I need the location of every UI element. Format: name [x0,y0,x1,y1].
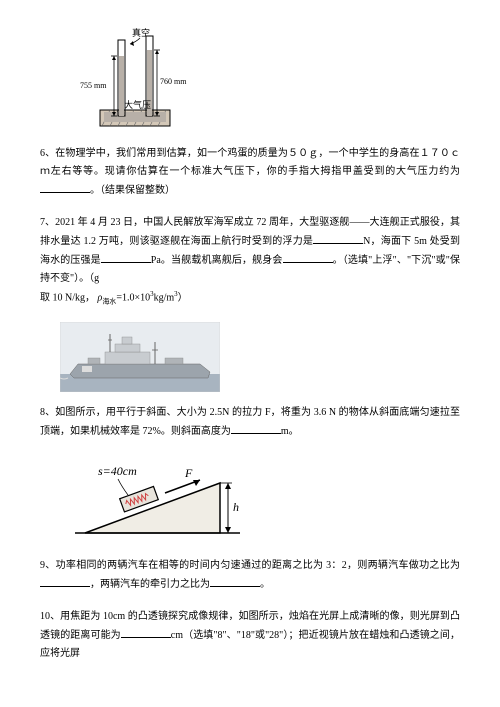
formula-eq: =1.0×10 [116,292,150,303]
svg-text:真空: 真空 [132,28,150,38]
problem-8: 8、如图所示，用平行于斜面、大小为 2.5N 的拉力 F，将重为 3.6 N 的… [40,404,460,441]
blank [313,232,363,244]
svg-text:F: F [184,466,193,480]
problem-7-text-c: Pa。当舰载机离舰后，舰身会 [151,255,283,266]
ship-svg [60,322,220,392]
problem-10: 10、用焦距为 10cm 的凸透镜探究成像规律，如图所示，烛焰在光屏上成清晰的像… [40,608,460,663]
blank [121,626,171,638]
blank [40,575,90,587]
problem-9-text-c: 。 [260,579,270,590]
formula-end: ） [178,292,188,303]
svg-text:755 mm: 755 mm [80,81,107,90]
problem-6-text-a: 6、在物理学中，我们常用到估算，如一个鸡蛋的质量为５０ｇ，一个中学生的身高在１７… [40,148,460,177]
blank [283,251,333,263]
blank [231,422,281,434]
svg-text:大气压: 大气压 [124,99,151,110]
blank [40,181,90,193]
barometer-svg: 真空 755 mm 760 mm 大气压 [80,28,190,133]
problem-7: 7、2021 年 4 月 23 日，中国人民解放军海军成立 72 周年，大型驱逐… [40,214,460,308]
blank [210,575,260,587]
problem-9: 9、功率相同的两辆汽车在相等的时间内匀速通过的距离之比为 3：2，则两辆汽车做功… [40,557,460,594]
problem-6-text-b: 。（结果保留整数） [90,185,175,196]
formula-sub: 海水 [102,297,116,305]
problem-6: 6、在物理学中，我们常用到估算，如一个鸡蛋的质量为５０ｇ，一个中学生的身高在１７… [40,145,460,200]
svg-text:s=40cm: s=40cm [98,464,137,478]
barometer-figure: 真空 755 mm 760 mm 大气压 [80,28,460,133]
problem-9-text-b: ，两辆汽车的牵引力之比为 [90,579,210,590]
formula-unit: kg/m [154,292,175,303]
problem-8-text-b: m。 [281,426,299,437]
incline-figure: F s=40cm h [70,455,460,545]
svg-text:760 mm: 760 mm [160,77,187,86]
problem-9-text-a: 9、功率相同的两辆汽车在相等的时间内匀速通过的距离之比为 3：2，则两辆汽车做功… [40,560,460,571]
ship-figure [60,322,460,392]
problem-7-text-e: 取 10 N/kg， [40,292,95,303]
blank [101,251,151,263]
incline-svg: F s=40cm h [70,455,250,545]
svg-text:h: h [233,500,239,514]
